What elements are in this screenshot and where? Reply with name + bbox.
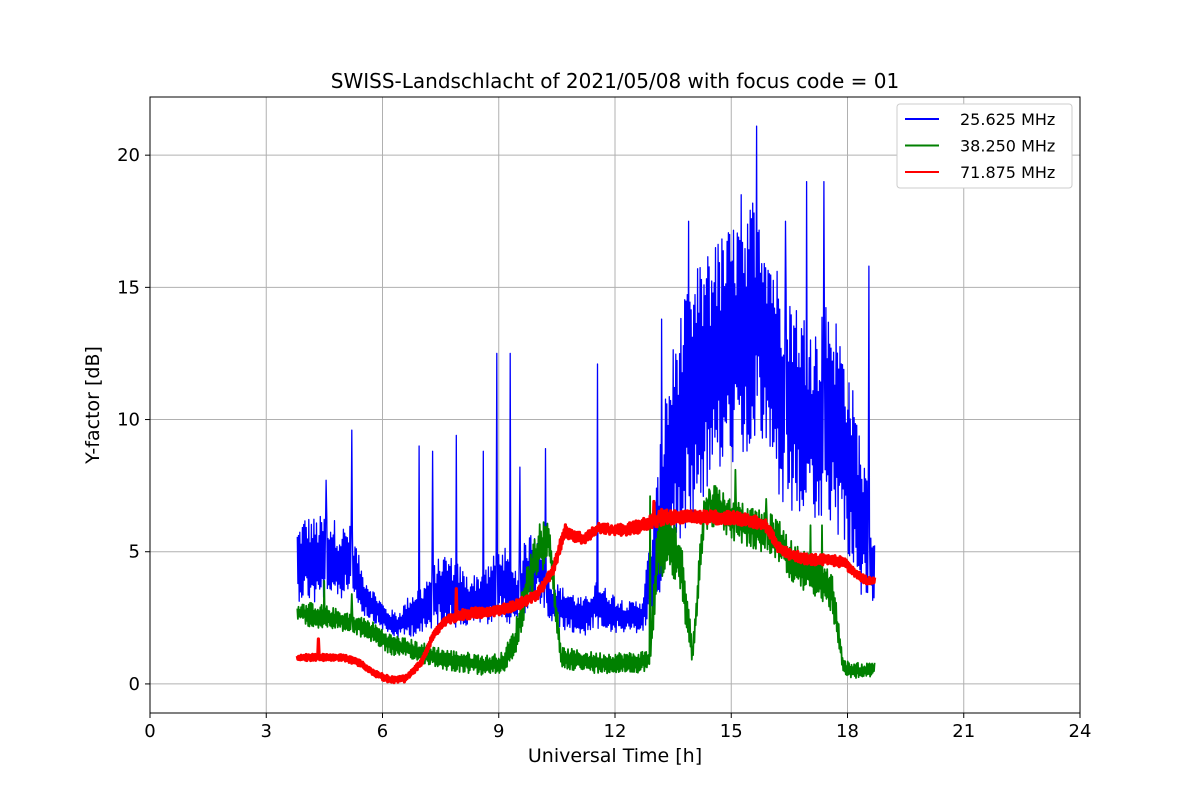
legend-label: 38.250 MHz: [960, 137, 1055, 156]
legend-label: 71.875 MHz: [960, 163, 1055, 182]
series-layer: [295, 125, 877, 685]
y-axis-label: Y-factor [dB]: [82, 346, 104, 465]
y-tick-label: 0: [129, 674, 140, 695]
x-tick-label: 21: [952, 721, 975, 742]
y-tick-label: 5: [129, 542, 140, 563]
y-tick-label: 20: [117, 145, 140, 166]
y-tick-label: 15: [117, 277, 140, 298]
legend: 25.625 MHz 38.250 MHz 71.875 MHz: [896, 103, 1073, 189]
x-axis-label: Universal Time [h]: [528, 745, 702, 767]
series-line: [295, 499, 877, 685]
x-tick-label: 12: [604, 721, 627, 742]
chart-title: SWISS-Landschlacht of 2021/05/08 with fo…: [331, 69, 899, 93]
legend-label: 25.625 MHz: [960, 110, 1055, 129]
x-tick-label: 15: [720, 721, 743, 742]
x-tick-label: 18: [836, 721, 859, 742]
series-1: [296, 125, 876, 639]
series-line: [296, 125, 876, 639]
y-tick-label: 10: [117, 410, 140, 431]
series-2: [296, 468, 876, 679]
x-tick-label: 9: [493, 721, 504, 742]
x-tick-label: 24: [1069, 721, 1092, 742]
x-tick-label: 0: [144, 721, 155, 742]
series-line: [296, 468, 876, 679]
legend-box: [896, 103, 1073, 189]
tick-layer: 0 3 6 9 12 15 18 21 24 0 5 10 15 20: [117, 145, 1091, 742]
x-tick-label: 3: [261, 721, 272, 742]
x-tick-label: 6: [377, 721, 388, 742]
series-3: [295, 499, 877, 685]
